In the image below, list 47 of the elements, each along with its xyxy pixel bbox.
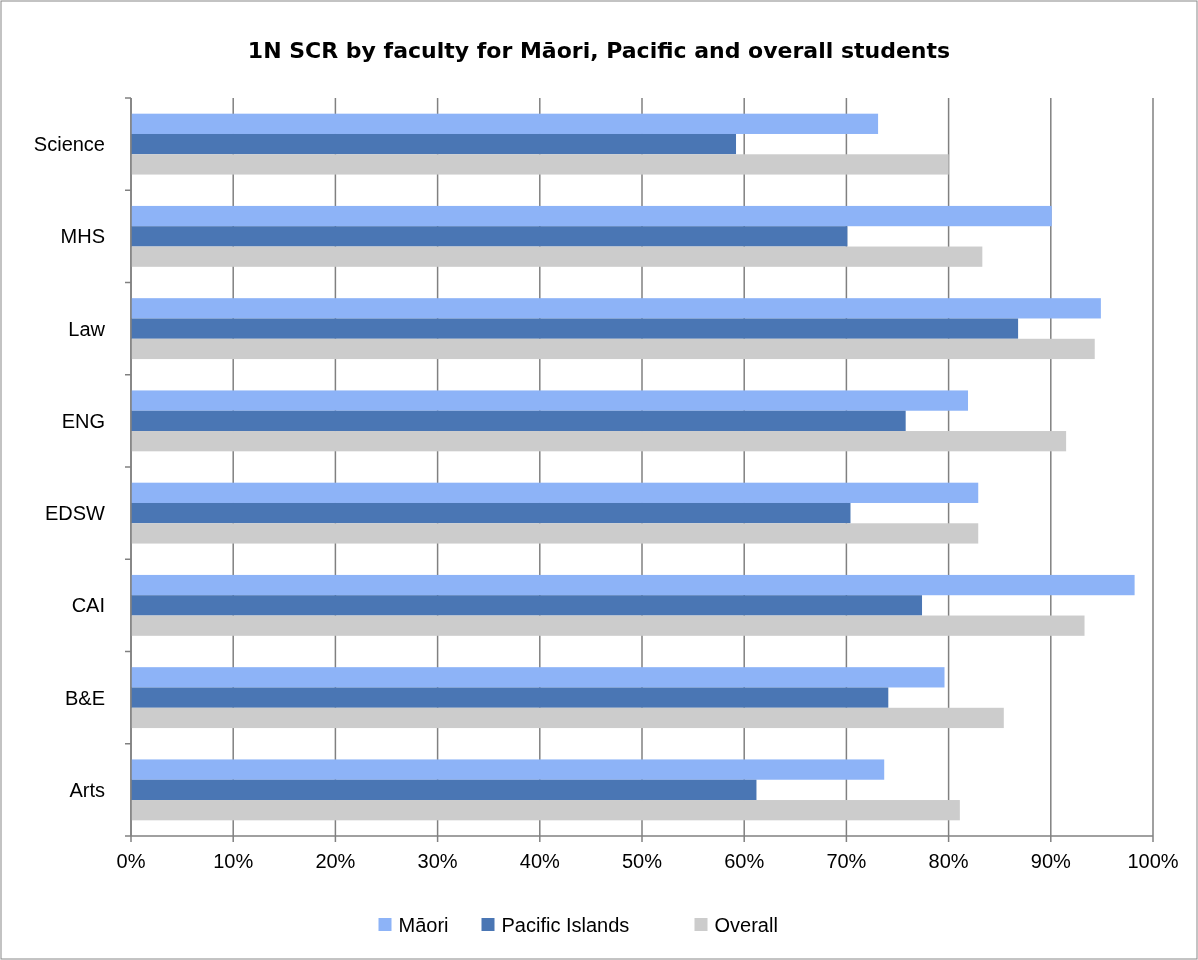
chart-title: 1N SCR by faculty for Māori, Pacific and overall students	[247, 38, 951, 63]
x-tick-label: 30%	[417, 850, 458, 872]
bar	[131, 154, 949, 175]
x-tick-label: 70%	[826, 850, 867, 872]
bar	[131, 246, 983, 267]
bar	[131, 298, 1101, 319]
y-tick-label: MHS	[60, 225, 105, 248]
x-tick-label: 10%	[213, 850, 254, 872]
bar	[131, 667, 945, 688]
legend-label: Overall	[714, 914, 778, 936]
x-tick-label: 50%	[621, 850, 663, 872]
bar	[131, 226, 848, 247]
bar	[131, 687, 889, 708]
bar	[131, 615, 1085, 636]
x-tick-label: 90%	[1030, 850, 1072, 872]
bar	[131, 800, 960, 821]
bar	[131, 133, 737, 155]
bar	[131, 502, 851, 524]
bar	[131, 410, 906, 432]
bar	[131, 482, 979, 503]
bar	[131, 318, 1019, 339]
bar	[131, 779, 757, 801]
bar	[131, 338, 1095, 360]
y-tick-label: Law	[68, 317, 106, 340]
bar	[131, 431, 1067, 452]
y-tick-label: CAI	[71, 594, 105, 617]
y-tick-label: Science	[33, 133, 105, 156]
y-tick-label: Arts	[69, 778, 105, 801]
x-tick-label: 0%	[116, 850, 146, 872]
x-tick-label: 20%	[315, 850, 356, 872]
bar	[131, 759, 885, 780]
x-tick-label: 60%	[724, 850, 765, 872]
bar	[131, 574, 1135, 596]
x-tick-label: 100%	[1127, 850, 1179, 872]
bar	[131, 707, 1004, 729]
legend-label: Pacific Islands	[501, 914, 630, 936]
bar	[131, 390, 969, 411]
y-tick-label: EDSW	[45, 502, 106, 525]
bar	[131, 205, 1052, 227]
y-tick-label: ENG	[61, 409, 105, 432]
bar	[131, 523, 979, 544]
legend-label: Māori	[398, 914, 449, 936]
y-tick-label: B&E	[64, 686, 105, 709]
x-tick-label: 80%	[928, 850, 969, 872]
bar	[131, 595, 923, 616]
x-tick-label: 40%	[519, 850, 561, 872]
bar	[131, 113, 879, 134]
